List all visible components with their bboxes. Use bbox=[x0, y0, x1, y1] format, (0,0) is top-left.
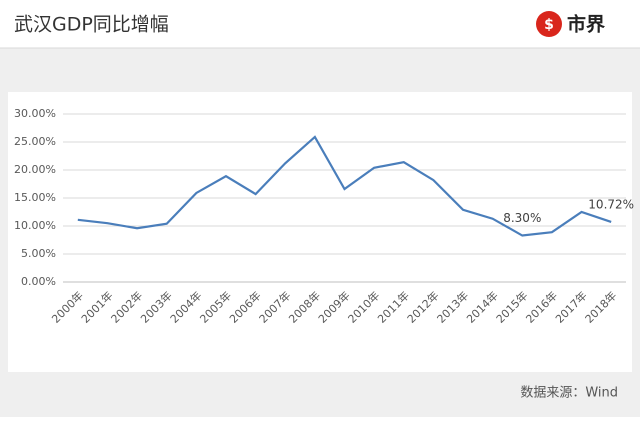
chart-title: 武汉GDP同比增幅 bbox=[14, 14, 169, 36]
y-tick-label: 5.00% bbox=[21, 247, 56, 260]
data-label: 8.30% bbox=[503, 211, 541, 225]
logo-text: 市界 bbox=[567, 13, 605, 36]
data-label: 10.72% bbox=[588, 197, 634, 211]
y-tick-label: 10.00% bbox=[14, 219, 56, 232]
y-tick-label: 0.00% bbox=[21, 275, 56, 288]
y-tick-label: 30.00% bbox=[14, 107, 56, 120]
data-line bbox=[77, 135, 612, 237]
source: 数据来源：Wind bbox=[520, 386, 618, 401]
logo-mark: $ bbox=[544, 17, 554, 33]
y-tick-label: 25.00% bbox=[14, 135, 56, 148]
header bbox=[0, 0, 640, 48]
y-tick-label: 15.00% bbox=[14, 191, 56, 204]
logo-icon bbox=[536, 11, 562, 37]
y-tick-label: 20.00% bbox=[14, 163, 56, 176]
plot-background bbox=[8, 92, 632, 372]
